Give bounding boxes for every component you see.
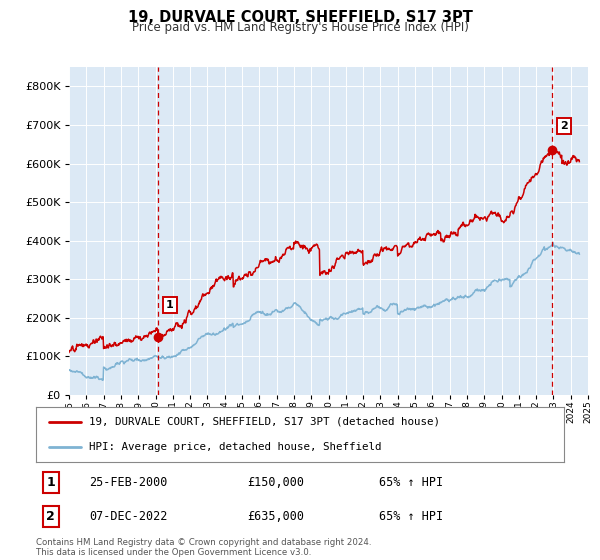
Text: Price paid vs. HM Land Registry's House Price Index (HPI): Price paid vs. HM Land Registry's House … [131, 21, 469, 34]
Text: Contains HM Land Registry data © Crown copyright and database right 2024.
This d: Contains HM Land Registry data © Crown c… [36, 538, 371, 557]
Text: 19, DURVALE COURT, SHEFFIELD, S17 3PT (detached house): 19, DURVALE COURT, SHEFFIELD, S17 3PT (d… [89, 417, 440, 427]
Text: HPI: Average price, detached house, Sheffield: HPI: Average price, detached house, Shef… [89, 442, 382, 452]
Text: 07-DEC-2022: 07-DEC-2022 [89, 510, 167, 523]
Text: 65% ↑ HPI: 65% ↑ HPI [379, 476, 443, 489]
Text: 19, DURVALE COURT, SHEFFIELD, S17 3PT: 19, DURVALE COURT, SHEFFIELD, S17 3PT [128, 10, 472, 25]
Text: 65% ↑ HPI: 65% ↑ HPI [379, 510, 443, 523]
Text: £150,000: £150,000 [247, 476, 304, 489]
Text: 2: 2 [46, 510, 55, 523]
Text: 1: 1 [166, 300, 173, 310]
Text: 25-FEB-2000: 25-FEB-2000 [89, 476, 167, 489]
Text: 1: 1 [46, 476, 55, 489]
Text: £635,000: £635,000 [247, 510, 304, 523]
Text: 2: 2 [560, 121, 568, 131]
